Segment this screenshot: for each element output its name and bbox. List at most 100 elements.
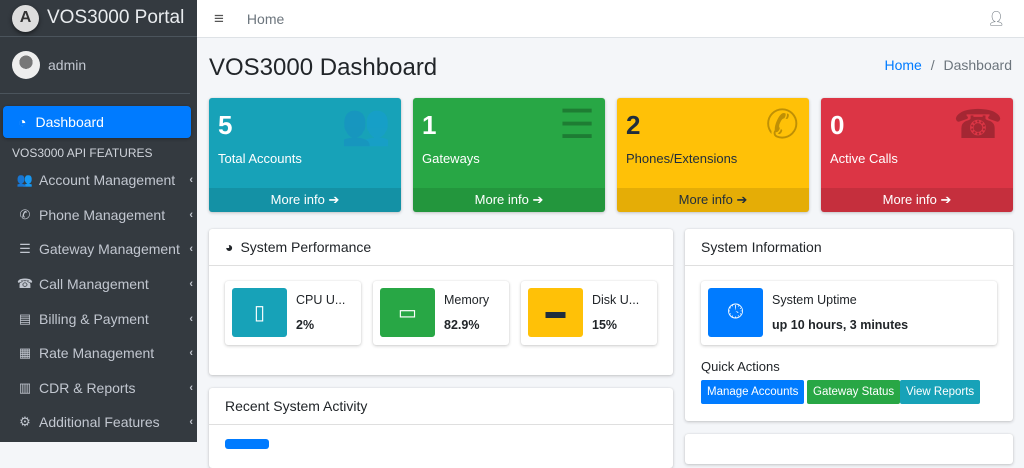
card-title: System Information [701, 239, 822, 255]
server-icon: ☰ [559, 103, 595, 147]
system-performance-card: ◕ System Performance ▯ CPU U... 2% ▭ Memory 82… [209, 229, 673, 375]
quick-actions-label: Quick Actions [701, 359, 780, 374]
avatar [12, 51, 40, 79]
chevron-left-icon: ‹ [189, 347, 193, 360]
stat-value: 5 [218, 110, 233, 140]
stat-label: Gateways [422, 151, 480, 166]
user-icon[interactable]: 👤︎ [987, 10, 1005, 26]
more-info-link[interactable]: More info ➔ [209, 188, 401, 212]
users-icon: 👥 [341, 103, 391, 147]
quick-action-button[interactable]: Manage Accounts [701, 380, 805, 404]
metric-value: 15% [592, 318, 618, 332]
sidebar-item-label: Rate Management [39, 345, 155, 362]
system-information-card: System Information 🕓︎ System Uptime up 1… [685, 229, 1013, 421]
uptime-info-box: 🕓︎ System Uptime up 10 hours, 3 minutes [701, 281, 997, 345]
stat-label: Phones/Extensions [626, 151, 738, 166]
card-title: System Performance [240, 239, 372, 255]
user-panel[interactable]: admin [0, 37, 190, 94]
card-header: Recent System Activity [209, 388, 673, 425]
breadcrumb-home[interactable]: Home [884, 57, 922, 73]
tachometer-icon: ◔ [18, 114, 27, 130]
metric-value: 82.9% [444, 318, 480, 332]
sidebar: A VOS3000 Portal admin ◔ Dashboard VOS3000… [0, 0, 197, 442]
chevron-left-icon: ‹ [189, 278, 193, 291]
sidebar-item[interactable]: ▦ Rate Management ‹ [0, 336, 197, 371]
brand-link[interactable]: A VOS3000 Portal [0, 0, 197, 37]
phone-square-icon: ☎ [953, 103, 1003, 147]
sidebar-item[interactable]: ⚙ Additional Features ‹ [0, 405, 197, 440]
chevron-left-icon: ‹ [189, 174, 193, 187]
breadcrumb-current: Dashboard [943, 57, 1013, 73]
page-title: VOS3000 Dashboard [209, 54, 438, 81]
server-icon: ☰ [19, 241, 31, 257]
money-bill-icon: ▤ [18, 310, 32, 326]
card-title: Recent System Activity [225, 398, 368, 414]
stat-value: 1 [422, 110, 437, 140]
recent-activity-card: Recent System Activity [209, 388, 673, 468]
user-name: admin [48, 57, 87, 73]
sidebar-item-label: Phone Management [39, 206, 166, 223]
chevron-left-icon: ‹ [189, 416, 193, 429]
sidebar-item[interactable]: ▥ CDR & Reports ‹ [0, 371, 197, 406]
menu-toggle-icon[interactable]: ≡ [214, 8, 224, 28]
memory-icon: ▭ [380, 288, 435, 337]
sidebar-item[interactable]: ☰ Gateway Management ‹ [0, 232, 197, 267]
sidebar-item[interactable]: ✆ Phone Management ‹ [0, 198, 197, 233]
metric-label: Memory [444, 293, 490, 307]
activity-icon [225, 439, 269, 449]
breadcrumb-separator: / [930, 57, 935, 73]
metric-label: Disk U... [592, 293, 640, 307]
chevron-left-icon: ‹ [189, 243, 193, 256]
stat-value: 2 [626, 110, 641, 140]
sidebar-item[interactable]: 👥 Account Management ‹ [0, 163, 197, 198]
hdd-icon: ▬ [528, 288, 583, 337]
chevron-left-icon: ‹ [189, 312, 193, 325]
phone-icon: ✆ [765, 103, 799, 147]
stat-box: 1 Gateways ☰ More info ➔ [413, 98, 605, 212]
sidebar-item[interactable]: ▤ Billing & Payment ‹ [0, 301, 197, 336]
chart-pie-icon: ◕ [225, 239, 234, 255]
sidebar-item-label: Gateway Management [39, 241, 180, 258]
uptime-value: up 10 hours, 3 minutes [772, 318, 909, 332]
performance-info-box: ▭ Memory 82.9% [373, 281, 509, 345]
sidebar-item-label: Billing & Payment [39, 310, 149, 327]
phone-square-icon: ☎ [16, 276, 34, 292]
sidebar-item[interactable]: ☎ Call Management ‹ [0, 267, 197, 302]
performance-info-box: ▬ Disk U... 15% [521, 281, 657, 345]
nav-home-link[interactable]: Home [246, 10, 285, 27]
metric-value: 2% [296, 318, 315, 332]
stat-label: Total Accounts [218, 151, 302, 166]
more-info-link[interactable]: More info ➔ [821, 188, 1013, 212]
brand-logo: A [12, 4, 39, 32]
quick-action-button[interactable]: View Reports [900, 380, 981, 404]
stat-value: 0 [830, 110, 845, 140]
sidebar-item-label: Additional Features [39, 414, 160, 431]
breadcrumb: Home / Dashboard [884, 57, 1012, 73]
sidebar-header: VOS3000 API FEATURES [12, 146, 153, 160]
secondary-card [685, 434, 1013, 464]
phone-icon: ✆ [19, 206, 31, 222]
stat-box: 0 Active Calls ☎ More info ➔ [821, 98, 1013, 212]
uptime-label: System Uptime [772, 293, 857, 307]
calculator-icon: ▦ [18, 345, 32, 361]
stat-label: Active Calls [830, 151, 898, 166]
more-info-link[interactable]: More info ➔ [617, 188, 809, 212]
microchip-icon: ▯ [232, 288, 287, 337]
sidebar-item-label: Dashboard [35, 114, 104, 130]
quick-action-button[interactable]: Gateway Status [807, 380, 901, 404]
sidebar-item-label: Account Management [39, 172, 176, 189]
chevron-left-icon: ‹ [189, 381, 193, 394]
brand-name: VOS3000 Portal [47, 7, 185, 28]
stat-box: 5 Total Accounts 👥 More info ➔ [209, 98, 401, 212]
more-info-link[interactable]: More info ➔ [413, 188, 605, 212]
metric-label: CPU U... [296, 293, 346, 307]
card-header: ◕ System Performance [209, 229, 673, 266]
sidebar-item-dashboard[interactable]: ◔ Dashboard [3, 106, 191, 138]
stat-box: 2 Phones/Extensions ✆ More info ➔ [617, 98, 809, 212]
chart-bar-icon: ▥ [18, 379, 32, 395]
chevron-left-icon: ‹ [189, 208, 193, 221]
card-header: System Information [685, 229, 1013, 266]
top-navbar: ≡ Home 👤︎ [197, 0, 1024, 38]
performance-info-box: ▯ CPU U... 2% [225, 281, 361, 345]
sidebar-item-label: Call Management [39, 276, 149, 293]
